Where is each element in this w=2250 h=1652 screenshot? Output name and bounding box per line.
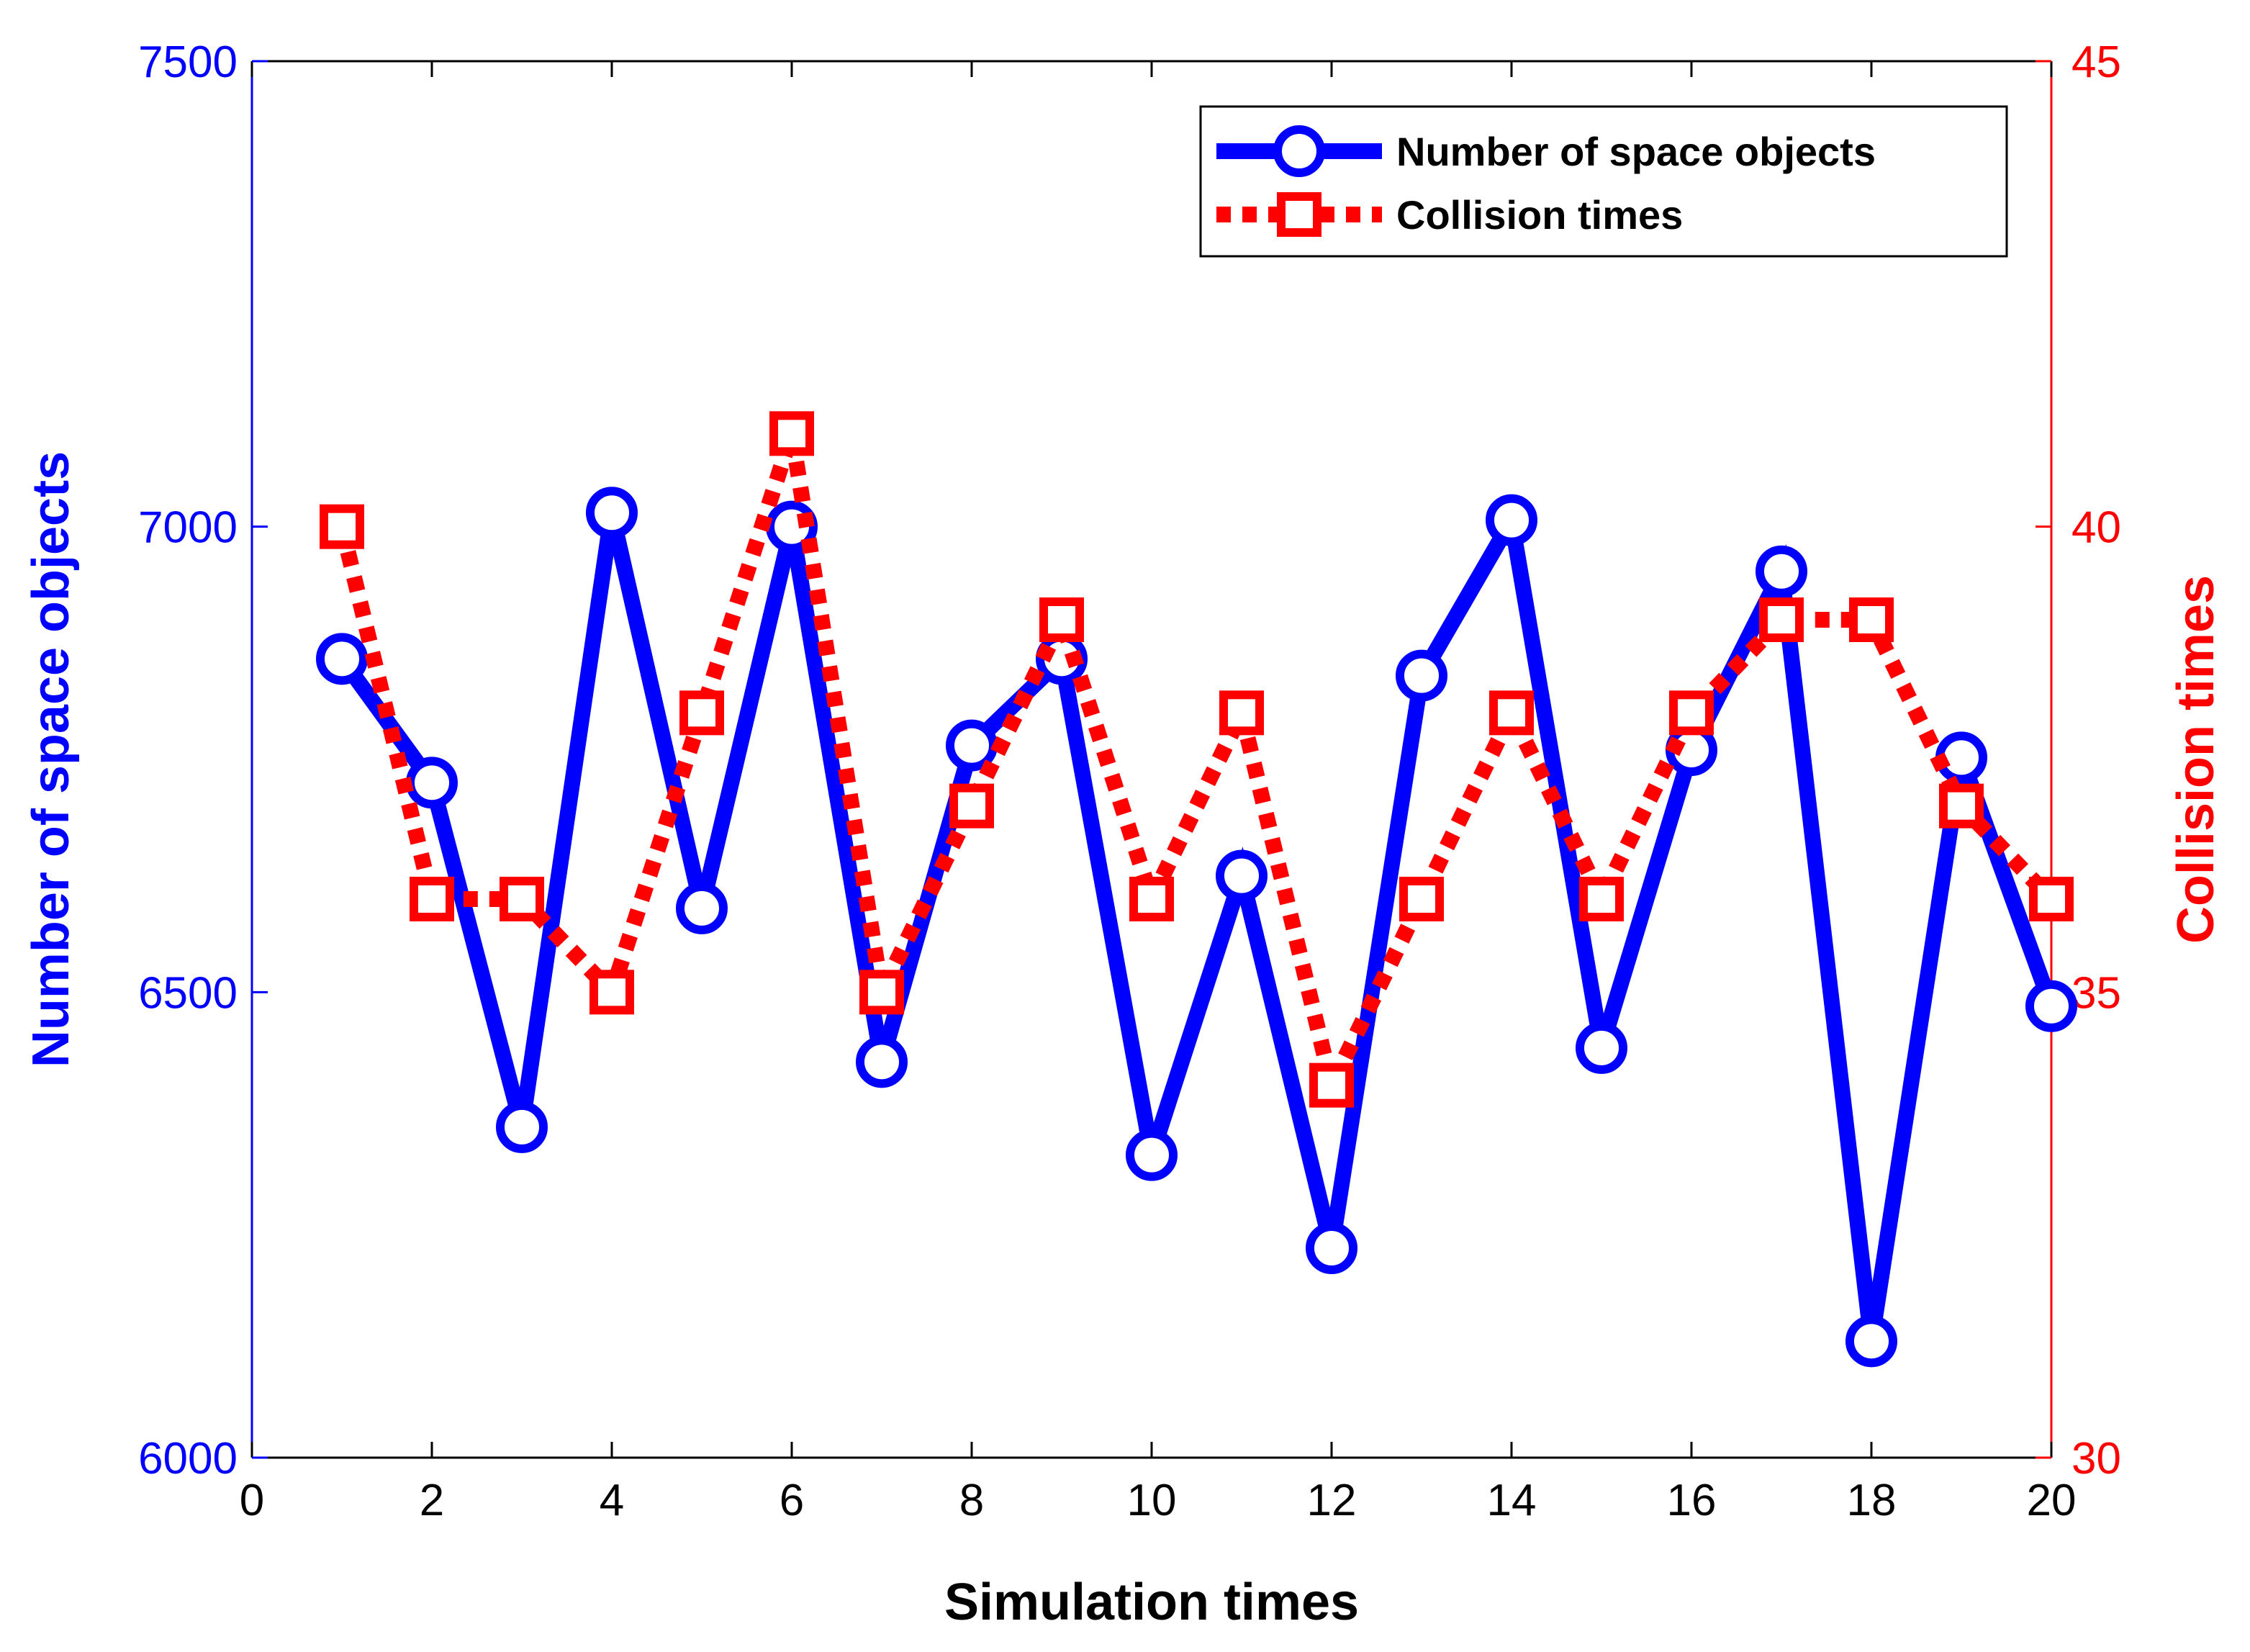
data-point [679,690,724,736]
data-point [1039,597,1084,642]
data-point [586,487,638,539]
x-tick-label: 2 [420,1476,444,1525]
legend-label-collision-times: Collision times [1396,192,1683,238]
left-y-tick-label: 7500 [138,37,238,87]
data-point [410,877,454,921]
data-point [1216,849,1268,902]
data-point [1576,1021,1627,1074]
data-point [856,1036,908,1088]
data-point [1219,690,1264,736]
series-line [334,430,2057,1109]
data-point [769,411,814,456]
x-tick-label: 8 [959,1476,984,1525]
right-y-axis-title: Collision times [2167,575,2225,944]
legend-swatch-collision-times-marker [1277,192,1321,237]
data-point [2025,980,2077,1032]
data-point [1306,1222,1357,1274]
x-tick-label: 20 [2027,1476,2077,1525]
x-tick-label: 18 [1847,1476,1897,1525]
plot-frame [250,60,2053,1459]
x-tick-label: 16 [1667,1476,1717,1525]
x-tick-label: 12 [1307,1476,1357,1525]
series-collision-times [320,411,2074,1109]
data-point [1486,494,1537,546]
legend-box [1199,105,2008,258]
data-point [1126,1129,1178,1181]
x-tick-label: 14 [1487,1476,1537,1525]
data-point [1669,690,1714,736]
data-point [500,877,544,921]
x-tick-label: 4 [600,1476,624,1525]
axis-ticks: 0 2 4 6 8 10 12 14 16 18 20 6000 6500 7000 7500 30 35 40 4… [138,37,2121,1525]
data-point [1399,877,1444,921]
x-tick-label: 10 [1127,1476,1177,1525]
data-point [859,970,904,1015]
data-point [1396,649,1447,702]
x-tick-label: 6 [780,1476,804,1525]
data-point [1756,545,1807,597]
right-y-tick-label: 30 [2071,1434,2121,1484]
legend: Number of space objects Collision times [1199,105,2008,258]
data-point [320,504,364,549]
data-point [1845,1315,1897,1368]
left-y-tick-label: 6500 [138,968,238,1018]
data-point [316,633,368,685]
legend-swatch-space-objects-marker [1273,125,1325,177]
data-point [496,1101,548,1153]
left-y-tick-label: 7000 [138,503,238,553]
right-y-tick-label: 45 [2071,37,2121,87]
left-y-axis-title: Number of space objects [22,451,80,1068]
right-y-tick-label: 40 [2071,503,2121,553]
x-axis-title: Simulation times [944,1574,1359,1631]
data-point [2029,877,2074,921]
legend-label-space-objects: Number of space objects [1396,129,1876,174]
data-point [1129,877,1174,921]
series-space-objects [316,487,2077,1368]
data-point [1579,877,1624,921]
data-point [676,882,728,934]
series-layer [316,411,2077,1368]
x-tick-label: 0 [240,1476,264,1525]
right-y-tick-label: 35 [2071,968,2121,1018]
data-point [1309,1062,1354,1108]
data-point [589,970,634,1015]
data-point [949,783,994,829]
data-point [406,757,458,809]
data-point [1489,690,1534,736]
data-point [1939,783,1984,829]
left-y-tick-label: 6000 [138,1434,238,1484]
data-point [1849,597,1894,642]
data-point [1759,597,1804,642]
